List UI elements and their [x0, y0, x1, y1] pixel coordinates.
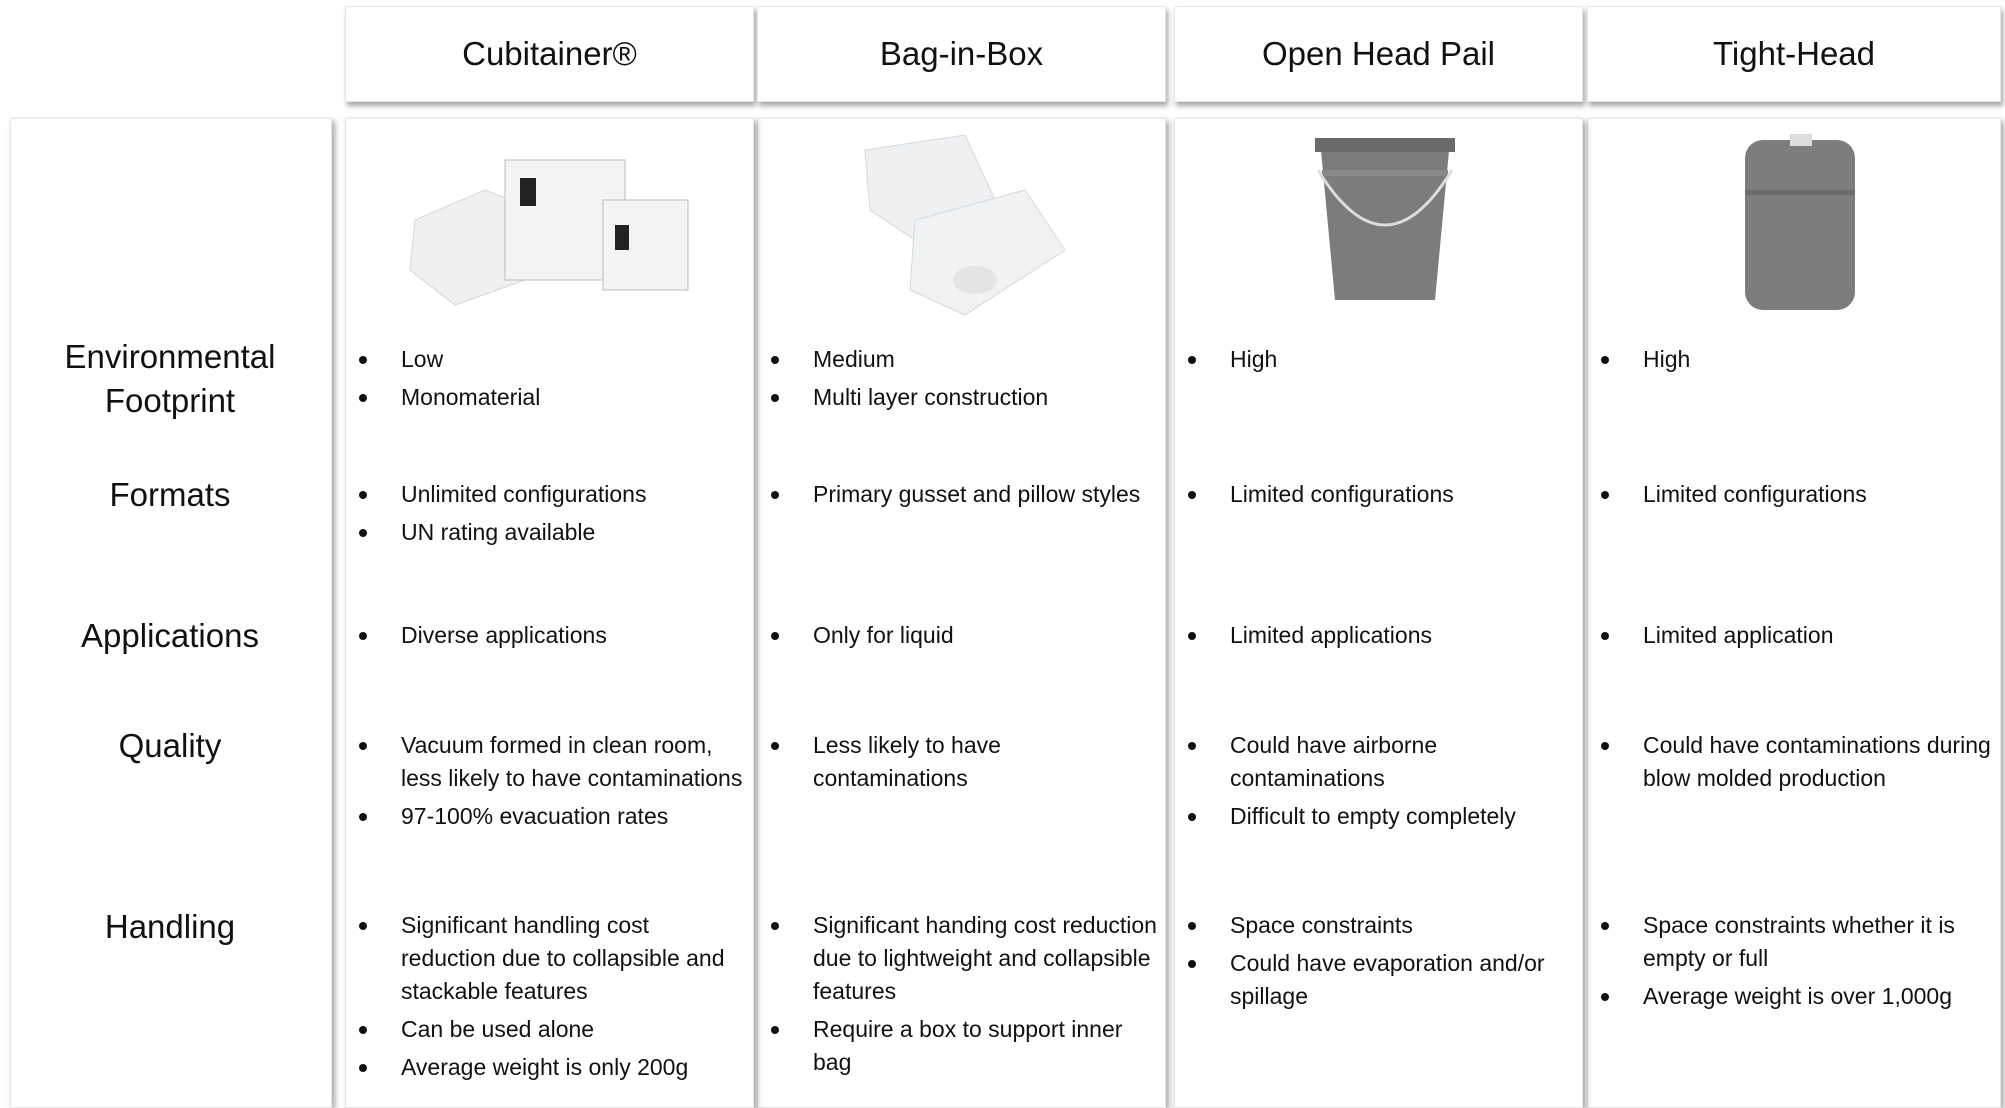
- bullet-item: Can be used alone: [359, 1013, 750, 1046]
- column-header: Tight-Head: [1587, 6, 2001, 102]
- bullet-list: Less likely to have contaminations: [757, 729, 1162, 800]
- bullet-list: Low Monomaterial: [345, 343, 750, 419]
- column-header: Bag-in-Box: [757, 6, 1166, 102]
- column-header: Open Head Pail: [1174, 6, 1583, 102]
- bullet-list: Could have contaminations during blow mo…: [1587, 729, 1997, 800]
- label-panel: [10, 118, 332, 1108]
- bullet-item: Less likely to have contaminations: [771, 729, 1162, 795]
- bullet-item: UN rating available: [359, 516, 750, 549]
- row-label: Quality: [118, 727, 222, 764]
- bullet-item: 97-100% evacuation rates: [359, 800, 750, 833]
- bullet-item: Limited configurations: [1188, 478, 1579, 511]
- bullet-item: High: [1188, 343, 1579, 376]
- pail-image: [1315, 138, 1455, 300]
- bullet-item: Could have evaporation and/or spillage: [1188, 947, 1579, 1013]
- bullet-list: High: [1174, 343, 1579, 381]
- cubitainer-image: [409, 159, 689, 306]
- bullet-item: Only for liquid: [771, 619, 1162, 652]
- bullet-list: Unlimited configurations UN rating availa…: [345, 478, 750, 554]
- bullet-item: Medium: [771, 343, 1162, 376]
- bag-in-box-image: [864, 134, 1066, 316]
- bullet-item: Average weight is only 200g: [359, 1051, 750, 1084]
- bullet-item: Monomaterial: [359, 381, 750, 414]
- bullet-item: Low: [359, 343, 750, 376]
- bullet-item: Limited configurations: [1601, 478, 1997, 511]
- bullet-item: Limited applications: [1188, 619, 1579, 652]
- bullet-list: Diverse applications: [345, 619, 750, 657]
- bullet-item: Significant handling cost reduction due …: [359, 909, 750, 1008]
- bullet-item: Could have contaminations during blow mo…: [1601, 729, 1997, 795]
- bullet-list: Limited applications: [1174, 619, 1579, 657]
- bullet-list: Primary gusset and pillow styles: [757, 478, 1162, 516]
- row-label: Applications: [81, 617, 259, 654]
- bullet-list: Limited configurations: [1174, 478, 1579, 516]
- bullet-list: Vacuum formed in clean room, less likely…: [345, 729, 750, 838]
- bullet-list: Medium Multi layer construction: [757, 343, 1162, 419]
- bullet-item: Primary gusset and pillow styles: [771, 478, 1162, 511]
- bullet-item: Space constraints whether it is empty or…: [1601, 909, 1997, 975]
- bullet-item: Significant handing cost reduction due t…: [771, 909, 1162, 1008]
- column-header: Cubitainer®: [345, 6, 754, 102]
- bullet-item: Vacuum formed in clean room, less likely…: [359, 729, 750, 795]
- bullet-item: Could have airborne contaminations: [1188, 729, 1579, 795]
- tight-head-image: [1745, 134, 1855, 310]
- bullet-item: Average weight is over 1,000g: [1601, 980, 1997, 1013]
- bullet-item: High: [1601, 343, 1997, 376]
- row-label: Environmental Footprint: [64, 338, 276, 419]
- bullet-list: Only for liquid: [757, 619, 1162, 657]
- bullet-list: Significant handing cost reduction due t…: [757, 909, 1162, 1084]
- row-label: Formats: [109, 476, 231, 513]
- bullet-list: Space constraints Could have evaporation …: [1174, 909, 1579, 1018]
- bullet-item: Limited application: [1601, 619, 1997, 652]
- bullet-item: Diverse applications: [359, 619, 750, 652]
- bullet-item: Multi layer construction: [771, 381, 1162, 414]
- bullet-list: Limited application: [1587, 619, 1997, 657]
- bullet-list: Space constraints whether it is empty or…: [1587, 909, 1997, 1018]
- bullet-item: Require a box to support inner bag: [771, 1013, 1162, 1079]
- row-label: Handling: [104, 908, 236, 945]
- bullet-item: Difficult to empty completely: [1188, 800, 1579, 833]
- bullet-list: High: [1587, 343, 1997, 381]
- bullet-list: Could have airborne contaminations Diffic…: [1174, 729, 1579, 838]
- bullet-list: Limited configurations: [1587, 478, 1997, 516]
- bullet-item: Unlimited configurations: [359, 478, 750, 511]
- bullet-item: Space constraints: [1188, 909, 1579, 942]
- bullet-list: Significant handling cost reduction due …: [345, 909, 750, 1089]
